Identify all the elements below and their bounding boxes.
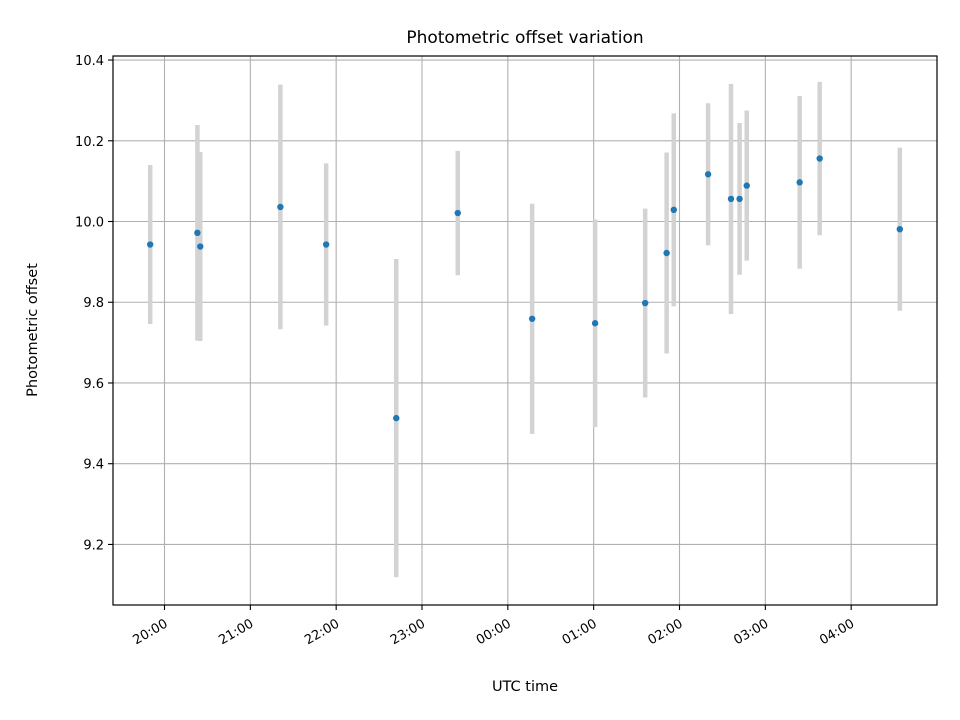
y-axis-ticks: 9.2 9.4 9.6 9.8 10.0 10.2 10.4 bbox=[75, 54, 113, 553]
data-point bbox=[528, 315, 536, 322]
y-tick-label: 9.6 bbox=[83, 377, 104, 392]
data-point bbox=[454, 209, 461, 217]
y-tick-label: 9.4 bbox=[83, 458, 104, 473]
data-point bbox=[896, 225, 904, 233]
y-tick-label: 10.4 bbox=[75, 54, 104, 69]
data-point bbox=[743, 182, 750, 189]
data-point bbox=[194, 229, 201, 237]
y-axis-label: Photometric offset bbox=[25, 263, 41, 397]
y-tick-label: 9.8 bbox=[83, 296, 104, 311]
data-point bbox=[727, 195, 735, 203]
data-point bbox=[393, 414, 400, 422]
data-point bbox=[796, 179, 803, 186]
data-point bbox=[146, 241, 154, 248]
data-point bbox=[277, 203, 284, 211]
data-point bbox=[663, 249, 670, 257]
data-points bbox=[146, 155, 904, 422]
data-point bbox=[197, 243, 204, 250]
data-point bbox=[670, 206, 677, 214]
data-point bbox=[704, 171, 712, 178]
data-point bbox=[736, 195, 743, 203]
data-point bbox=[816, 155, 823, 162]
plot-frame bbox=[112, 55, 938, 606]
data-point bbox=[322, 241, 330, 248]
y-tick-label: 10.0 bbox=[75, 216, 104, 231]
chart-title: Photometric offset variation bbox=[406, 28, 643, 48]
data-point bbox=[591, 320, 599, 327]
y-tick-label: 10.2 bbox=[75, 135, 104, 150]
x-axis-label: UTC time bbox=[492, 679, 558, 695]
data-point bbox=[641, 299, 649, 307]
y-tick-label: 9.2 bbox=[83, 538, 104, 553]
